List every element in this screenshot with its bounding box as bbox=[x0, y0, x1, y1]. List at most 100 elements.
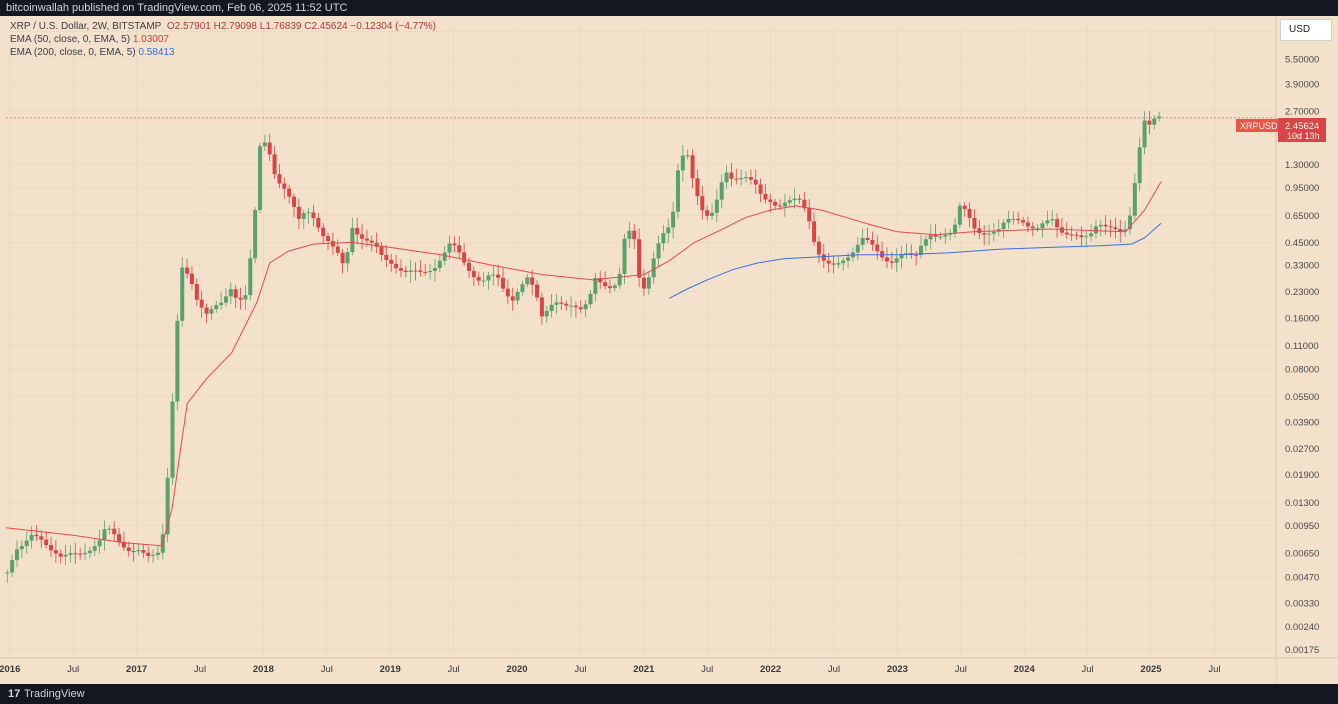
candle-body bbox=[466, 262, 471, 271]
candle bbox=[267, 133, 272, 162]
candle-body bbox=[282, 183, 287, 189]
candle-body bbox=[549, 304, 554, 311]
candle-body bbox=[403, 270, 408, 273]
candle bbox=[865, 227, 870, 244]
y-tick-label: 0.05500 bbox=[1285, 392, 1319, 403]
candle bbox=[1098, 219, 1103, 237]
candle bbox=[758, 178, 763, 203]
candle bbox=[1142, 111, 1147, 155]
candle-body bbox=[860, 237, 865, 245]
candle-body bbox=[277, 174, 282, 184]
candle bbox=[321, 222, 326, 244]
candle bbox=[486, 271, 491, 290]
y-tick-label: 0.65000 bbox=[1285, 211, 1319, 222]
candle-body bbox=[34, 534, 39, 537]
candle-body bbox=[675, 170, 680, 212]
candle-body bbox=[413, 270, 418, 272]
candle-body bbox=[768, 199, 773, 202]
candle bbox=[603, 271, 608, 290]
candle bbox=[1074, 231, 1079, 240]
legend-symbol-row: XRP / U.S. Dollar, 2W, BITSTAMP O2.57901… bbox=[10, 20, 436, 33]
candle bbox=[797, 194, 802, 204]
candle-body bbox=[923, 239, 928, 246]
candle bbox=[107, 525, 112, 535]
candle bbox=[131, 542, 136, 562]
candle bbox=[651, 251, 656, 285]
candle-body bbox=[953, 224, 958, 233]
candle-body bbox=[637, 239, 642, 278]
candle-body bbox=[24, 540, 29, 547]
candle bbox=[778, 199, 783, 210]
candle-body bbox=[447, 243, 452, 253]
candle-body bbox=[943, 234, 948, 237]
legend-ema50-row[interactable]: EMA (50, close, 0, EMA, 5) 1.03007 bbox=[10, 33, 436, 46]
x-tick-label: 2023 bbox=[887, 664, 908, 675]
candle bbox=[933, 224, 938, 242]
candle-body bbox=[816, 241, 821, 255]
candle-body bbox=[578, 307, 583, 310]
candle bbox=[520, 280, 525, 296]
x-tick-label: 2017 bbox=[126, 664, 147, 675]
candle-body bbox=[384, 254, 389, 260]
candle bbox=[748, 169, 753, 185]
candle bbox=[685, 149, 690, 160]
y-tick-label: 0.95000 bbox=[1285, 183, 1319, 194]
candle bbox=[189, 265, 194, 290]
candle-body bbox=[865, 237, 870, 240]
candle-body bbox=[991, 231, 996, 234]
x-tick-label: Jul bbox=[1208, 664, 1220, 675]
candle bbox=[661, 224, 666, 252]
candle-body bbox=[938, 236, 943, 238]
candle bbox=[1113, 217, 1118, 239]
candle-body bbox=[802, 199, 807, 209]
candle bbox=[530, 269, 535, 296]
candle bbox=[97, 529, 102, 554]
price-axis: 8.000005.500003.900002.700001.900001.300… bbox=[1275, 16, 1338, 684]
candle bbox=[710, 203, 715, 220]
candle bbox=[340, 248, 345, 274]
candle-body bbox=[292, 196, 297, 207]
candle bbox=[564, 300, 569, 311]
candle bbox=[258, 142, 263, 214]
y-tick-label: 0.00330 bbox=[1285, 598, 1319, 609]
legend-ema200-row[interactable]: EMA (200, close, 0, EMA, 5) 0.58413 bbox=[10, 46, 436, 59]
y-tick-label: 0.00240 bbox=[1285, 622, 1319, 633]
currency-button[interactable]: USD bbox=[1280, 19, 1332, 41]
candle bbox=[19, 540, 24, 559]
candle-body bbox=[63, 554, 68, 557]
candle bbox=[44, 531, 49, 549]
candle bbox=[802, 191, 807, 212]
x-tick-label: Jul bbox=[955, 664, 967, 675]
candle bbox=[403, 266, 408, 278]
chart-area[interactable]: 8.000005.500003.900002.700001.900001.300… bbox=[0, 16, 1338, 684]
candle-body bbox=[982, 233, 987, 235]
candle bbox=[675, 163, 680, 219]
candle bbox=[977, 219, 982, 240]
candle-body bbox=[180, 267, 185, 321]
candle-body bbox=[223, 296, 228, 303]
candle-body bbox=[316, 218, 321, 228]
candle-body bbox=[112, 528, 117, 535]
candle bbox=[1157, 111, 1162, 122]
candle-body bbox=[146, 552, 151, 556]
candle bbox=[1152, 115, 1157, 130]
candle-body bbox=[296, 206, 301, 219]
x-tick-label: 2019 bbox=[380, 664, 401, 675]
candle-body bbox=[705, 210, 710, 216]
candle-body bbox=[505, 288, 510, 297]
candle-body bbox=[666, 227, 671, 234]
candle bbox=[384, 244, 389, 268]
candle bbox=[734, 168, 739, 185]
candle-body bbox=[753, 179, 758, 185]
candle bbox=[836, 255, 841, 269]
candle-body bbox=[1025, 222, 1030, 227]
candle-body bbox=[78, 553, 83, 555]
candle-body bbox=[462, 252, 467, 263]
candle bbox=[374, 232, 379, 253]
candle bbox=[432, 258, 437, 282]
price-chart[interactable]: 8.000005.500003.900002.700001.900001.300… bbox=[0, 16, 1338, 684]
candle-body bbox=[204, 307, 209, 314]
candle bbox=[423, 263, 428, 277]
candle bbox=[714, 189, 719, 223]
candle-body bbox=[53, 550, 58, 554]
